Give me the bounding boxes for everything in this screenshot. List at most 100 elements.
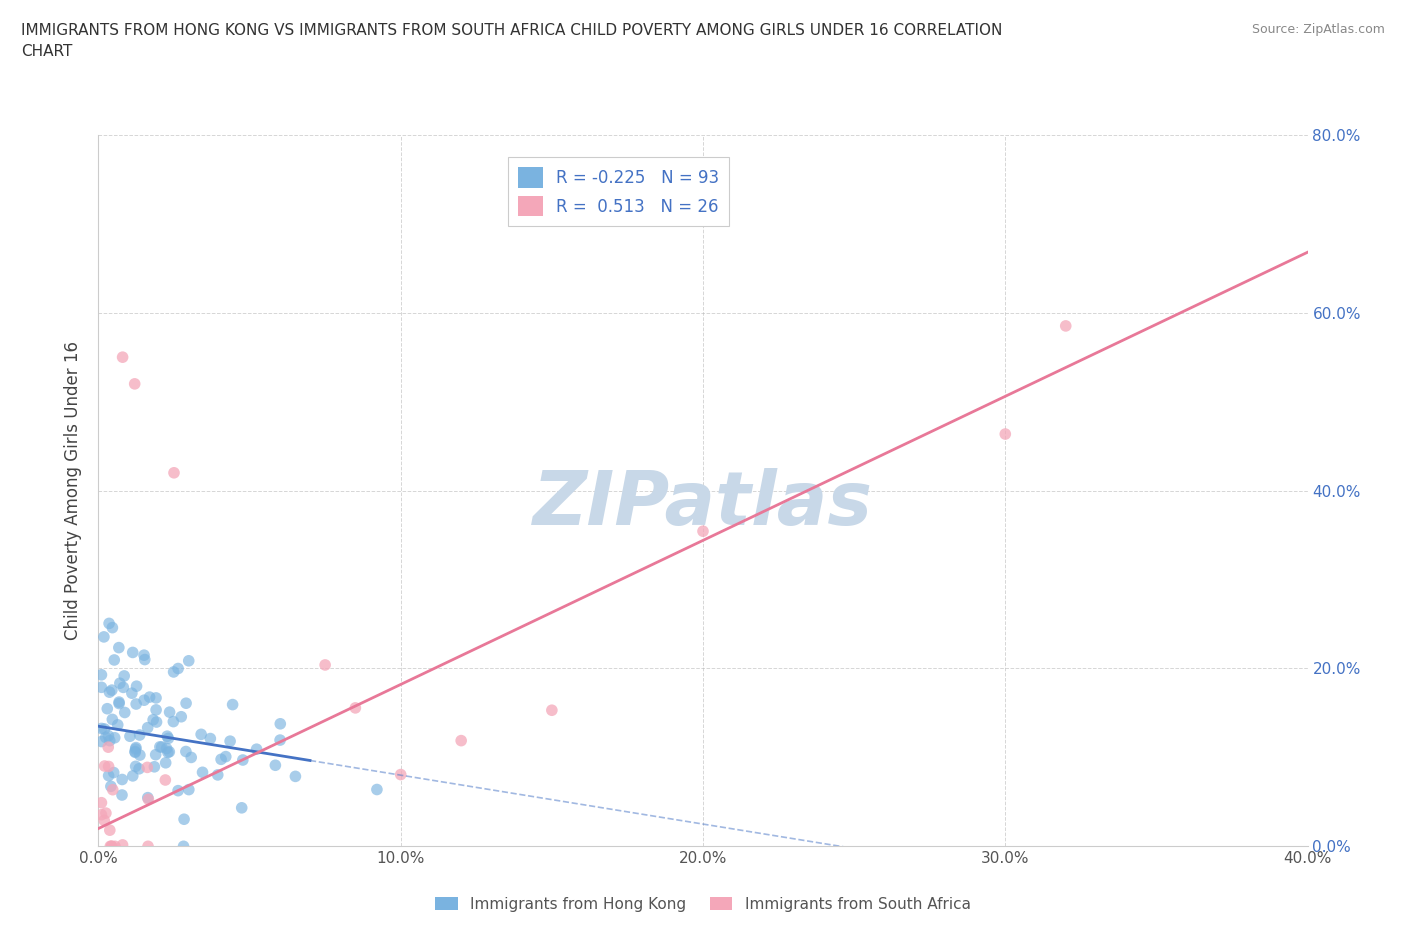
Point xyxy=(207,767,229,782)
Point xyxy=(209,751,232,766)
Point xyxy=(138,792,160,807)
Point xyxy=(540,703,562,718)
Point xyxy=(101,782,124,797)
Point xyxy=(90,680,112,695)
Point xyxy=(180,750,202,764)
Point xyxy=(125,740,148,755)
Point xyxy=(108,640,131,655)
Point xyxy=(108,697,131,711)
Point xyxy=(157,731,180,746)
Point xyxy=(692,524,714,538)
Point xyxy=(389,767,412,782)
Point xyxy=(174,696,197,711)
Point xyxy=(97,768,120,783)
Point xyxy=(173,812,195,827)
Point xyxy=(94,730,117,745)
Legend: Immigrants from Hong Kong, Immigrants from South Africa: Immigrants from Hong Kong, Immigrants fr… xyxy=(429,890,977,918)
Point xyxy=(145,748,167,763)
Point xyxy=(128,748,150,763)
Point xyxy=(344,700,367,715)
Text: IMMIGRANTS FROM HONG KONG VS IMMIGRANTS FROM SOUTH AFRICA CHILD POVERTY AMONG GI: IMMIGRANTS FROM HONG KONG VS IMMIGRANTS … xyxy=(21,23,1002,60)
Point xyxy=(142,712,165,727)
Point xyxy=(450,733,472,748)
Point xyxy=(90,721,112,736)
Point xyxy=(157,744,180,759)
Point xyxy=(177,654,200,669)
Point xyxy=(155,773,177,788)
Point xyxy=(232,752,254,767)
Point xyxy=(98,823,121,838)
Point xyxy=(145,702,167,717)
Point xyxy=(98,684,121,699)
Point xyxy=(134,693,156,708)
Point xyxy=(97,759,120,774)
Point xyxy=(93,759,115,774)
Point xyxy=(111,838,134,853)
Point xyxy=(191,764,214,779)
Point xyxy=(100,779,122,794)
Point xyxy=(167,783,190,798)
Point xyxy=(246,742,269,757)
Point xyxy=(97,728,120,743)
Point xyxy=(128,727,150,742)
Point xyxy=(163,465,186,480)
Point xyxy=(111,772,134,787)
Point xyxy=(114,705,136,720)
Point xyxy=(125,679,148,694)
Point xyxy=(190,727,212,742)
Point xyxy=(104,839,127,854)
Point xyxy=(366,782,388,797)
Point xyxy=(121,685,143,700)
Point xyxy=(174,744,197,759)
Point xyxy=(156,729,179,744)
Point xyxy=(101,839,124,854)
Point xyxy=(96,701,118,716)
Point xyxy=(136,760,159,775)
Point xyxy=(145,690,167,705)
Point xyxy=(112,669,135,684)
Point xyxy=(314,658,336,672)
Point xyxy=(104,730,127,745)
Point xyxy=(1054,318,1077,333)
Point xyxy=(128,762,150,777)
Point xyxy=(98,616,121,631)
Point xyxy=(136,790,159,805)
Point xyxy=(94,805,117,820)
Point xyxy=(93,630,115,644)
Point xyxy=(108,695,131,710)
Point xyxy=(156,745,179,760)
Point xyxy=(101,712,124,727)
Point xyxy=(150,739,173,754)
Point xyxy=(145,714,167,729)
Point xyxy=(101,620,124,635)
Point xyxy=(177,782,200,797)
Point xyxy=(90,807,112,822)
Point xyxy=(124,759,146,774)
Point xyxy=(124,741,146,756)
Point xyxy=(162,714,184,729)
Point xyxy=(98,733,121,748)
Point xyxy=(284,769,307,784)
Point xyxy=(90,668,112,683)
Point xyxy=(231,801,253,816)
Point xyxy=(215,750,238,764)
Legend: R = -0.225   N = 93, R =  0.513   N = 26: R = -0.225 N = 93, R = 0.513 N = 26 xyxy=(508,157,730,226)
Text: ZIPatlas: ZIPatlas xyxy=(533,469,873,541)
Point xyxy=(136,839,159,854)
Point xyxy=(93,722,115,737)
Point xyxy=(125,697,148,711)
Point xyxy=(155,741,177,756)
Point xyxy=(219,734,242,749)
Point xyxy=(124,744,146,759)
Point xyxy=(97,739,120,754)
Point xyxy=(134,652,156,667)
Point xyxy=(112,680,135,695)
Point xyxy=(136,720,159,735)
Point xyxy=(103,653,125,668)
Point xyxy=(138,690,160,705)
Y-axis label: Child Poverty Among Girls Under 16: Child Poverty Among Girls Under 16 xyxy=(65,341,83,640)
Point xyxy=(143,760,166,775)
Point xyxy=(90,734,112,749)
Text: Source: ZipAtlas.com: Source: ZipAtlas.com xyxy=(1251,23,1385,36)
Point xyxy=(269,733,291,748)
